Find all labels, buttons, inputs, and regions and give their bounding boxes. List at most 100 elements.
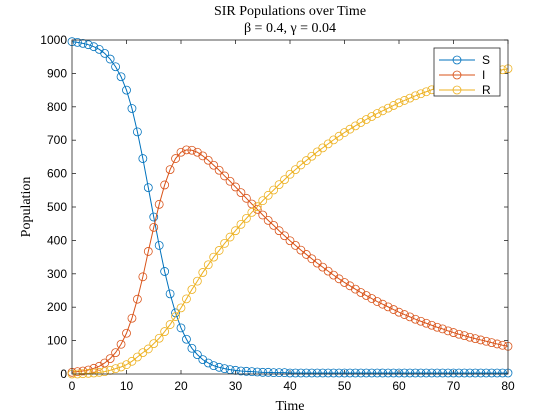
data-point-i [400,310,409,319]
data-point-s [405,368,415,378]
data-point-i [78,366,88,376]
data-point-i [487,338,497,348]
data-point-i [203,155,213,165]
y-tick-label: 1000 [40,33,67,47]
data-point-r [198,268,208,277]
data-point-s [89,42,99,52]
data-point-r [83,368,93,378]
data-point-s [498,368,507,378]
data-point-i [443,326,453,336]
data-point-i [187,145,197,155]
axis-ticks: 0 10 20 30 40 50 60 70 8001002003004005006007008… [40,33,515,393]
data-point-s [285,368,295,378]
data-point-i [492,339,502,349]
data-point-i [149,222,159,232]
data-point-r [89,368,99,378]
data-point-i [132,294,142,304]
data-point-r [160,327,170,336]
data-point-s [291,368,300,378]
legend-label: R [482,83,491,97]
data-point-i [459,331,469,340]
y-tick-label: 100 [47,334,67,348]
data-point-s [323,368,333,378]
data-point-s [318,368,328,378]
data-point-s [127,104,137,113]
plot-area-frame [71,39,509,375]
data-point-s [470,368,480,378]
data-point-r [132,352,142,362]
data-point-r [285,169,295,179]
data-point-i [122,328,131,338]
data-point-r [236,219,246,229]
y-tick-label: 600 [47,167,67,181]
x-tick-label: 30 [229,379,243,393]
data-point-s [416,368,426,378]
data-point-s [301,368,311,378]
data-point-s [459,368,469,378]
data-point-i [73,367,82,377]
data-point-i [269,220,279,230]
data-point-s [361,368,371,378]
data-point-s [241,366,251,376]
data-point-i [182,145,191,155]
series-line-r [72,68,509,375]
data-point-i [481,336,491,346]
data-point-s [247,367,257,377]
data-point-s [203,358,213,368]
data-point-r [176,303,186,313]
data-point-i [274,226,284,236]
data-point-i [307,254,317,264]
data-point-r [220,239,230,248]
data-point-s [476,368,486,378]
x-tick-label: 0 [69,379,76,393]
data-point-s [307,368,317,378]
data-point-r [258,196,268,206]
data-point-i [296,245,306,255]
data-point-s [252,367,262,377]
data-point-s [449,368,458,378]
data-point-r [171,312,180,321]
data-point-i [465,332,475,342]
data-point-s [198,355,208,365]
data-point-r [263,190,273,200]
data-point-r [400,96,409,105]
data-point-s [182,334,191,344]
data-point-r [361,115,371,124]
data-point-r [111,364,120,374]
data-point-i [394,307,404,317]
data-point-s [176,323,186,333]
data-point-s [487,368,497,378]
series-line-i [71,149,509,373]
data-point-s [438,368,448,378]
data-point-s [132,127,142,137]
data-point-s [78,38,88,48]
data-point-s [421,368,431,378]
data-point-r [127,356,137,366]
data-point-i [100,358,110,368]
data-point-s [334,368,344,378]
data-point-r [394,98,404,108]
data-point-s [465,368,475,378]
data-point-s [154,241,164,250]
data-point-s [143,183,153,193]
data-point-r [149,339,159,349]
data-point-i [454,329,464,339]
data-point-r [405,93,415,103]
data-point-i [427,320,437,330]
data-point-s [378,368,388,378]
y-tick-label: 500 [47,200,67,214]
data-point-r [154,333,164,343]
data-point-i [421,318,431,328]
data-point-i [470,334,480,344]
data-point-r [296,160,306,170]
data-point-i [252,204,262,214]
x-tick-label: 80 [501,379,515,393]
data-point-i [225,176,235,186]
y-tick-label: 700 [47,133,67,147]
data-point-i [438,324,448,334]
chart-subtitle: β = 0.4, γ = 0.04 [244,21,336,36]
legend-label: I [482,68,485,82]
data-point-r [214,246,224,255]
data-point-i [94,361,104,371]
data-point-i [498,340,507,350]
